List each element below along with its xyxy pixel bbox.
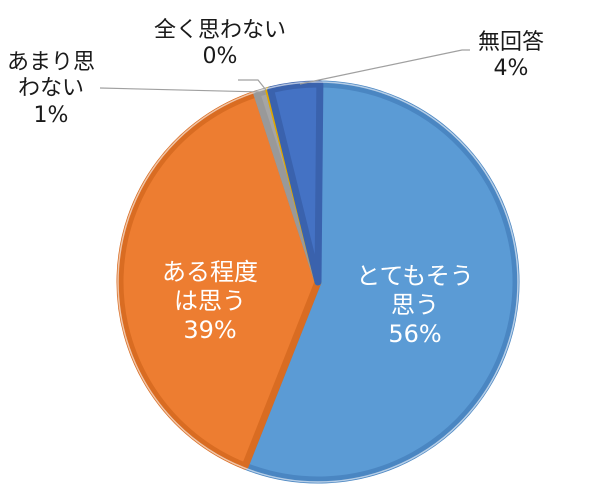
label-not-at-all-line1: 全く思わない	[153, 18, 286, 43]
label-very-much-line1: とてもそう	[356, 262, 474, 290]
label-not-much-line2: わない	[17, 76, 84, 102]
leader-line-not-much	[99, 87, 263, 93]
label-no-answer: 無回答 4%	[466, 30, 556, 83]
label-somewhat-line1: ある程度	[162, 258, 258, 286]
label-somewhat-line2: は思う	[174, 286, 246, 315]
label-very-much-pct: 56%	[388, 319, 442, 348]
pie-slice-4	[267, 80, 324, 286]
label-not-much: あまり思 わない 1%	[0, 50, 102, 129]
label-not-at-all-pct: 0%	[202, 44, 238, 70]
leader-line-not-at-all	[238, 79, 267, 91]
pie-slice-1	[116, 90, 322, 470]
leader-line-no-answer	[299, 49, 470, 85]
label-very-much-line2: 思う	[391, 290, 439, 319]
pie-slices	[116, 80, 520, 484]
pie-slice-0	[241, 80, 520, 484]
label-not-much-line1: あまり思	[6, 50, 95, 75]
leader-lines	[99, 49, 470, 93]
label-not-at-all: 全く思わない 0%	[140, 18, 300, 71]
label-very-much: とてもそう 思う 56%	[350, 262, 480, 348]
label-no-answer-pct: 4%	[493, 56, 529, 82]
label-somewhat: ある程度 は思う 39%	[150, 258, 270, 344]
label-no-answer-line1: 無回答	[477, 30, 544, 55]
label-somewhat-pct: 39%	[183, 315, 237, 344]
pie-rim	[117, 81, 519, 483]
label-not-much-pct: 1%	[33, 102, 69, 128]
